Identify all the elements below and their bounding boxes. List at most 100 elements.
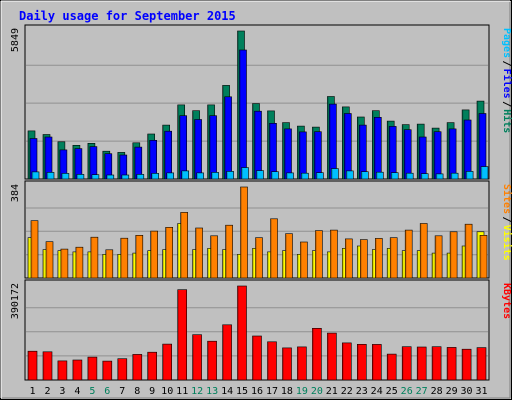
bar-kbytes-day-31 (476, 347, 487, 381)
x-tick-label-16: 16 (251, 386, 263, 397)
bar-kbytes-day-18 (282, 347, 292, 381)
bar-sites-day-27 (419, 223, 428, 279)
bar-sites-day-9 (150, 230, 158, 279)
bar-pages-day-15 (241, 167, 249, 180)
y-max-label: 5849 (10, 28, 21, 52)
bar-kbytes-day-28 (431, 346, 442, 381)
bar-kbytes-day-19 (297, 346, 307, 381)
bar-pages-day-17 (271, 171, 279, 180)
bar-pages-day-19 (301, 172, 309, 180)
bar-sites-day-13 (210, 235, 218, 279)
bar-sites-day-3 (60, 248, 69, 279)
bar-pages-day-1 (31, 171, 40, 180)
legend-sites: Sites (501, 184, 512, 214)
bar-sites-day-24 (374, 238, 383, 279)
bar-kbytes-day-8 (132, 354, 143, 381)
bar-sites-day-18 (285, 233, 293, 279)
bar-kbytes-day-14 (222, 324, 232, 381)
x-tick-label-10: 10 (161, 386, 173, 397)
bar-kbytes-day-1 (27, 350, 38, 381)
legend-kbytes: KBytes (501, 283, 512, 319)
bar-sites-day-8 (135, 235, 144, 279)
y-max-label: 390172 (10, 283, 21, 319)
x-tick-label-2: 2 (44, 386, 50, 397)
bar-sites-day-25 (389, 237, 398, 279)
x-tick-label-20: 20 (311, 386, 323, 397)
bar-kbytes-day-12 (192, 334, 202, 381)
bar-pages-day-24 (375, 171, 384, 180)
x-tick-label-28: 28 (431, 386, 443, 397)
bar-pages-day-9 (151, 173, 159, 180)
x-tick-label-15: 15 (236, 386, 248, 397)
bar-sites-day-5 (90, 236, 99, 279)
bar-sites-day-30 (464, 223, 473, 279)
x-tick-label-5: 5 (89, 386, 95, 397)
bar-pages-day-29 (450, 172, 459, 180)
legend-slash: / (501, 61, 512, 67)
x-tick-label-21: 21 (326, 386, 338, 397)
bar-pages-day-11 (181, 170, 189, 180)
bar-pages-day-25 (390, 172, 399, 180)
bar-kbytes-day-23 (356, 343, 367, 381)
bar-kbytes-day-24 (371, 344, 382, 381)
bar-kbytes-day-3 (57, 360, 68, 381)
x-tick-label-27: 27 (416, 386, 428, 397)
bar-kbytes-day-6 (102, 360, 113, 381)
x-tick-label-22: 22 (341, 386, 353, 397)
bar-sites-day-1 (30, 220, 39, 279)
bar-kbytes-day-5 (87, 356, 98, 381)
x-tick-label-4: 4 (74, 386, 80, 397)
bar-kbytes-day-15 (237, 285, 247, 381)
bar-sites-day-6 (105, 249, 114, 279)
x-tick-label-17: 17 (266, 386, 278, 397)
bar-pages-day-30 (465, 171, 474, 180)
bar-pages-day-14 (226, 171, 234, 180)
x-tick-label-14: 14 (221, 386, 233, 397)
bar-pages-day-16 (256, 170, 264, 180)
legend-slash: / (501, 101, 512, 107)
bar-sites-day-2 (45, 241, 54, 279)
x-tick-label-24: 24 (371, 386, 383, 397)
bar-sites-day-7 (120, 237, 129, 279)
bar-sites-day-11 (180, 212, 188, 279)
bar-sites-day-4 (75, 246, 84, 279)
x-tick-label-9: 9 (149, 386, 155, 397)
x-tick-label-29: 29 (446, 386, 458, 397)
bar-sites-day-19 (300, 241, 308, 279)
x-tick-label-3: 3 (59, 386, 65, 397)
x-tick-label-23: 23 (356, 386, 368, 397)
bar-pages-day-27 (420, 173, 429, 180)
x-tick-label-6: 6 (104, 386, 110, 397)
bar-sites-day-15 (240, 186, 248, 279)
bar-kbytes-day-7 (117, 358, 128, 381)
bar-sites-day-28 (434, 235, 443, 279)
bar-kbytes-day-20 (312, 327, 322, 381)
legend-slash: / (501, 217, 512, 223)
bar-pages-day-31 (480, 166, 489, 180)
x-tick-label-31: 31 (475, 386, 487, 397)
chart-title: Daily usage for September 2015 (19, 9, 236, 23)
bar-pages-day-22 (345, 170, 354, 180)
x-tick-label-1: 1 (29, 386, 35, 397)
x-tick-label-8: 8 (134, 386, 140, 397)
legend-visits: Visits (501, 225, 512, 261)
x-tick-label-30: 30 (460, 386, 472, 397)
bar-kbytes-day-2 (42, 351, 53, 381)
bar-pages-day-8 (136, 174, 145, 180)
bar-pages-day-20 (316, 172, 324, 180)
bar-pages-day-7 (121, 174, 130, 180)
bar-pages-day-18 (286, 172, 294, 180)
bar-kbytes-day-27 (416, 346, 427, 381)
bar-kbytes-day-9 (147, 351, 157, 381)
x-tick-label-25: 25 (386, 386, 398, 397)
bar-kbytes-day-11 (177, 289, 187, 381)
y-max-label: 384 (10, 184, 21, 202)
bar-sites-day-20 (315, 230, 323, 279)
bar-kbytes-day-22 (341, 342, 352, 381)
x-tick-label-18: 18 (281, 386, 293, 397)
legend-pages: Pages (501, 28, 512, 58)
x-tick-label-13: 13 (206, 386, 218, 397)
bar-pages-day-10 (166, 172, 174, 180)
bar-pages-day-13 (211, 172, 219, 180)
